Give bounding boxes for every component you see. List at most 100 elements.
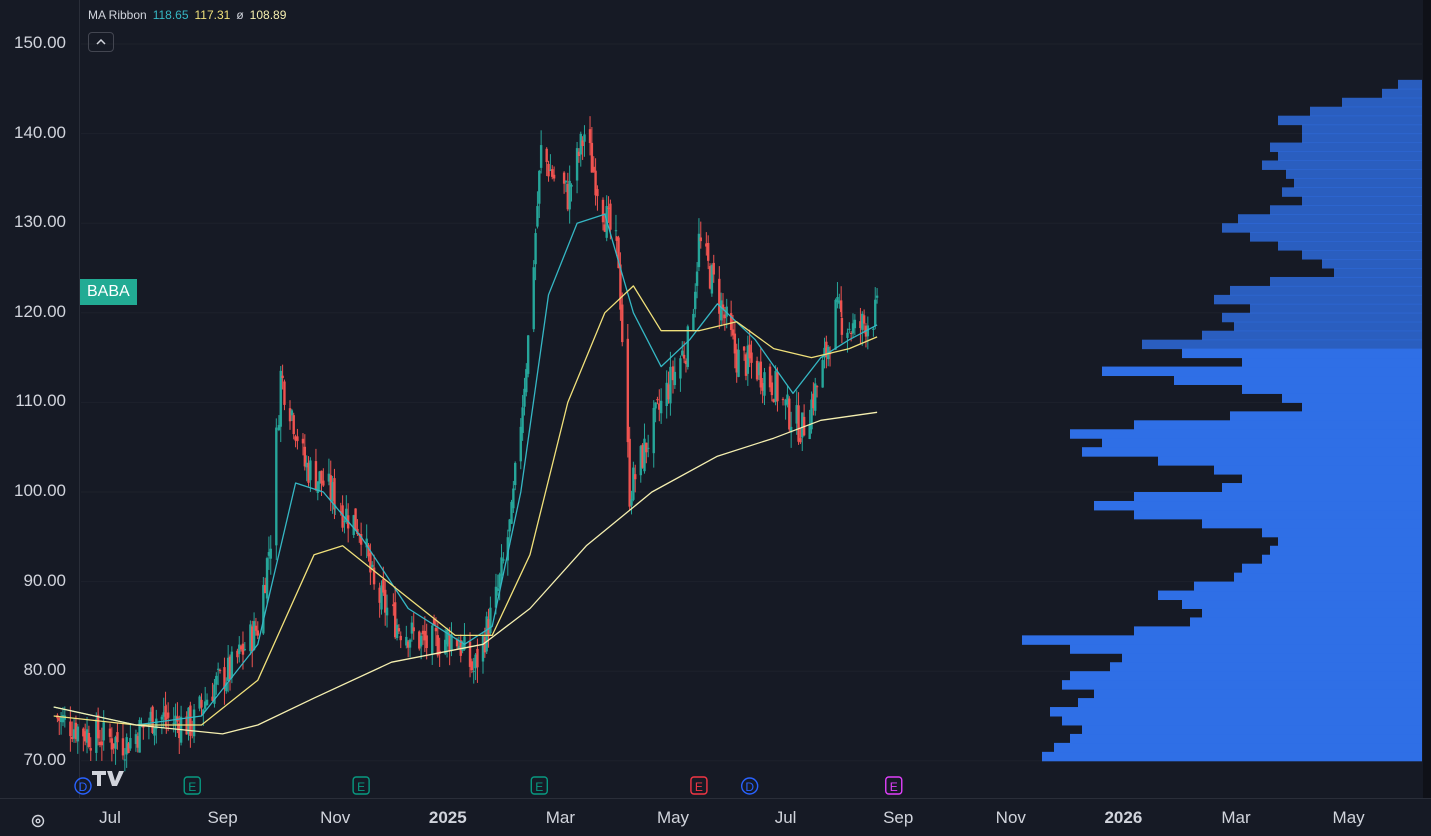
candle-body: [123, 759, 127, 761]
candle-body: [329, 475, 332, 500]
candle-body: [566, 183, 570, 210]
volume-profile-bar: [1270, 545, 1422, 556]
symbol-tag[interactable]: BABA: [80, 279, 137, 305]
candle-body: [205, 699, 209, 706]
candle-body: [695, 271, 699, 286]
candle-body: [85, 729, 89, 743]
candle-body: [776, 372, 779, 402]
chart-settings-button[interactable]: [28, 811, 48, 831]
candle-body: [839, 300, 843, 313]
earnings-icon: [690, 776, 708, 795]
candle-body: [609, 203, 612, 230]
candle-body: [116, 732, 119, 743]
price-tick-label: 120.00: [14, 301, 66, 321]
earnings-marker[interactable]: E: [183, 776, 201, 795]
candle-body: [750, 352, 753, 363]
candle-body: [395, 624, 399, 639]
candle-body: [508, 519, 511, 532]
time-tick-label: 2025: [428, 808, 467, 827]
candle-body: [545, 148, 548, 162]
earnings-marker[interactable]: E: [885, 776, 903, 795]
candle-body: [686, 326, 690, 367]
candle-body: [352, 515, 355, 536]
candle-body: [211, 696, 214, 701]
candle-body: [112, 743, 115, 749]
candle-body: [853, 319, 857, 329]
earnings-marker[interactable]: E: [530, 776, 548, 795]
candle-body: [470, 661, 474, 671]
volume-profile-bar: [1102, 366, 1422, 377]
candle-body: [236, 650, 239, 658]
candle-body: [825, 341, 828, 358]
time-axis[interactable]: [0, 798, 1431, 836]
candle-body: [322, 480, 325, 486]
candle-body: [489, 607, 492, 634]
candle-body: [539, 145, 543, 168]
collapse-legend-button[interactable]: [88, 32, 114, 52]
candle-body: [588, 129, 592, 144]
earnings-marker[interactable]: E: [352, 776, 370, 795]
candle-body: [149, 711, 152, 722]
candle-body: [394, 602, 397, 638]
volume-profile-bar: [1222, 223, 1422, 233]
candle-body: [815, 386, 819, 388]
candle-body: [314, 461, 318, 491]
candle-body: [382, 578, 385, 593]
time-tick-label: Mar: [545, 808, 576, 827]
candle-body: [575, 148, 579, 181]
candle-body: [162, 712, 165, 717]
volume-profile-bar: [1250, 303, 1422, 314]
candle-body: [840, 318, 844, 335]
candle-body: [187, 707, 190, 735]
candle-body: [165, 717, 168, 720]
time-tick-label: May: [1332, 808, 1365, 827]
candle-body: [733, 333, 737, 354]
candle-body: [76, 726, 79, 742]
dividend-marker[interactable]: D: [740, 777, 759, 795]
candle-body: [341, 505, 344, 528]
candle-body: [71, 736, 74, 740]
indicator-legend[interactable]: MA Ribbon 118.65 117.31 ø 108.89: [88, 8, 286, 22]
candle-body: [305, 462, 308, 468]
legend-indicator-name[interactable]: MA Ribbon: [88, 8, 147, 22]
candle-body: [483, 637, 487, 653]
candle-body: [621, 304, 624, 343]
price-axis[interactable]: [0, 0, 80, 798]
volume-profile-bar: [1270, 205, 1422, 215]
candle-body: [836, 297, 839, 303]
candle-body: [547, 163, 550, 177]
earnings-marker[interactable]: E: [690, 776, 708, 795]
candle-body: [292, 415, 295, 435]
candle-body: [423, 630, 427, 641]
volume-profile-bar: [1050, 707, 1422, 717]
candle-body: [294, 436, 297, 441]
candle-body: [795, 405, 798, 424]
candle-body: [502, 559, 505, 561]
volume-profile-bar: [1062, 716, 1422, 726]
volume-profile-bar: [1238, 214, 1422, 224]
candle-body: [737, 349, 740, 377]
candle-body: [369, 552, 372, 573]
time-tick-label: Jul: [774, 808, 797, 827]
earnings-icon: [183, 776, 201, 795]
volume-profile-bar: [1190, 617, 1422, 627]
candle-body: [742, 346, 746, 351]
candle-body: [579, 133, 582, 155]
candle-body: [581, 140, 584, 147]
candle-body: [290, 410, 294, 416]
volume-profile-bar: [1310, 106, 1422, 117]
candle-body: [699, 237, 702, 242]
volume-profile-bar: [1102, 438, 1422, 448]
candle-body: [476, 648, 479, 668]
volume-profile-bar: [1094, 689, 1422, 699]
candle-body: [723, 314, 727, 319]
volume-profile-bar: [1302, 124, 1422, 135]
candle-body: [87, 732, 91, 747]
volume-profile-bar: [1382, 88, 1422, 99]
volume-profile-bar: [1262, 554, 1422, 565]
volume-profile-bar: [1242, 357, 1422, 368]
dividend-marker[interactable]: D: [74, 777, 92, 795]
price-tick-label: 150.00: [14, 33, 66, 52]
candle-body: [58, 718, 61, 721]
